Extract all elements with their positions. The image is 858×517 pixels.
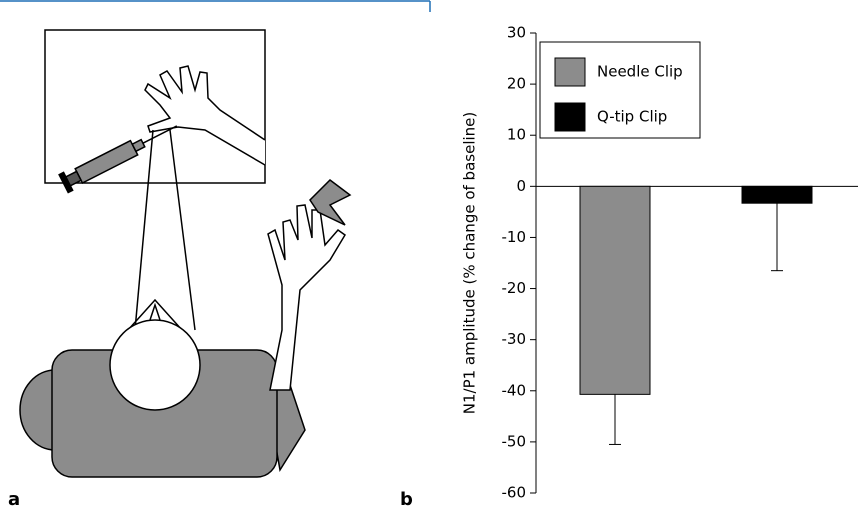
panel-label: a	[8, 489, 20, 510]
bar	[741, 185, 813, 204]
legend-swatch	[554, 57, 586, 87]
y-tick-label: -50	[502, 432, 527, 450]
y-tick-label: 20	[507, 75, 526, 93]
panel-label: b	[400, 489, 413, 510]
legend-swatch	[554, 102, 586, 132]
y-tick-label: -60	[502, 484, 527, 502]
y-tick-label: -40	[502, 381, 527, 399]
bar	[579, 185, 651, 395]
legend-label: Q-tip Clip	[597, 108, 667, 126]
legend-label: Needle Clip	[597, 63, 683, 81]
y-tick-label: -20	[502, 279, 527, 297]
y-tick-label: 0	[516, 177, 526, 195]
y-tick-label: 30	[507, 24, 526, 42]
y-tick-label: 10	[507, 126, 526, 144]
illustration	[19, 29, 352, 478]
y-tick-label: -30	[502, 330, 527, 348]
y-tick-label: -10	[502, 228, 527, 246]
y-axis-label: N1/P1 amplitude (% change of baseline)	[461, 112, 479, 415]
